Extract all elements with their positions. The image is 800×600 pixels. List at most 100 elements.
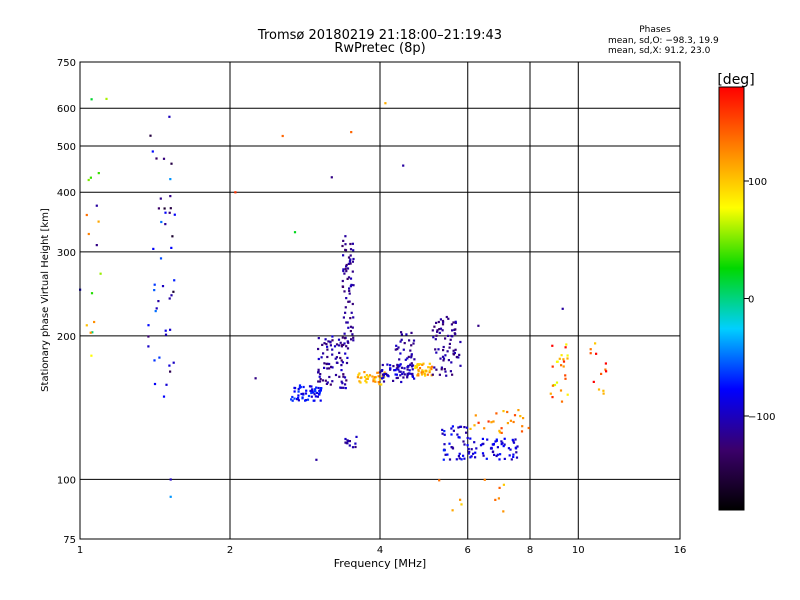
data-point <box>493 453 496 456</box>
data-point <box>502 410 505 413</box>
data-point <box>466 444 469 447</box>
data-point <box>293 397 296 400</box>
data-point <box>318 391 321 394</box>
data-point <box>455 458 458 461</box>
data-point <box>338 375 341 378</box>
data-point <box>474 451 477 454</box>
data-point <box>502 483 505 486</box>
data-point <box>344 441 347 444</box>
data-point <box>343 290 346 293</box>
data-point <box>467 452 470 455</box>
data-point <box>164 329 167 332</box>
data-point <box>438 373 441 376</box>
data-point <box>562 360 566 363</box>
data-point <box>442 458 445 461</box>
data-point <box>495 439 498 442</box>
data-point <box>351 333 354 336</box>
data-point <box>330 176 333 179</box>
data-point <box>153 289 156 292</box>
data-point <box>498 429 501 432</box>
data-point <box>358 372 361 375</box>
data-point <box>297 394 300 397</box>
data-point <box>564 374 567 377</box>
data-point <box>410 344 413 347</box>
data-point <box>442 359 445 362</box>
data-point <box>297 388 300 391</box>
data-point <box>168 297 171 300</box>
data-point <box>399 363 402 366</box>
data-point <box>403 367 406 370</box>
data-point <box>319 387 322 390</box>
data-point <box>409 363 412 366</box>
data-point <box>389 364 392 367</box>
data-point <box>551 365 554 368</box>
data-point <box>341 244 344 248</box>
data-point <box>344 243 347 246</box>
data-point <box>589 348 592 351</box>
data-point <box>565 343 568 346</box>
data-point <box>427 366 430 369</box>
data-point <box>556 360 559 363</box>
data-point <box>517 409 520 412</box>
data-point <box>344 383 347 386</box>
data-point <box>406 376 409 379</box>
data-point <box>147 345 150 348</box>
data-point <box>405 333 408 336</box>
data-point <box>595 352 598 355</box>
data-point <box>345 265 348 268</box>
data-point <box>394 373 397 376</box>
data-point <box>155 157 158 160</box>
data-point <box>551 344 554 347</box>
data-point <box>474 456 477 459</box>
data-point <box>401 372 404 376</box>
data-point <box>348 260 351 263</box>
data-point <box>421 363 424 366</box>
data-point <box>457 356 460 359</box>
data-point <box>348 300 351 303</box>
data-point <box>317 386 320 390</box>
data-point <box>343 272 346 275</box>
data-point <box>164 211 167 214</box>
data-point <box>417 368 420 371</box>
data-point <box>329 340 332 343</box>
data-point <box>306 398 310 401</box>
data-point <box>352 339 355 342</box>
data-point <box>441 329 444 332</box>
data-point <box>312 399 315 402</box>
data-point <box>562 365 565 368</box>
data-point <box>99 272 102 275</box>
data-point <box>345 297 348 300</box>
data-point <box>341 279 344 283</box>
data-point <box>555 381 559 384</box>
data-point <box>450 433 453 436</box>
data-point <box>346 277 349 280</box>
data-point <box>326 367 329 370</box>
data-point <box>589 352 592 355</box>
data-point <box>345 263 348 267</box>
data-point <box>458 353 461 356</box>
data-point <box>172 290 175 293</box>
data-point <box>520 430 524 433</box>
data-point <box>463 426 466 429</box>
data-point <box>254 377 257 380</box>
data-point <box>439 327 443 330</box>
data-point <box>352 249 355 252</box>
data-point <box>466 436 469 440</box>
data-point <box>496 453 499 456</box>
data-point <box>453 351 456 355</box>
data-point <box>458 457 461 460</box>
stats-line-o: mean, sd,O: −98.3, 19.9 <box>608 36 719 46</box>
data-point <box>172 361 175 364</box>
data-point <box>90 354 93 357</box>
data-point <box>452 353 455 356</box>
data-point <box>153 382 157 386</box>
data-point <box>364 379 367 382</box>
data-point <box>320 356 323 359</box>
data-point <box>348 289 351 292</box>
data-point <box>162 157 166 160</box>
data-point <box>413 358 416 361</box>
data-points <box>79 97 608 513</box>
data-point <box>331 380 334 383</box>
data-point <box>305 389 308 392</box>
data-point <box>344 352 347 355</box>
